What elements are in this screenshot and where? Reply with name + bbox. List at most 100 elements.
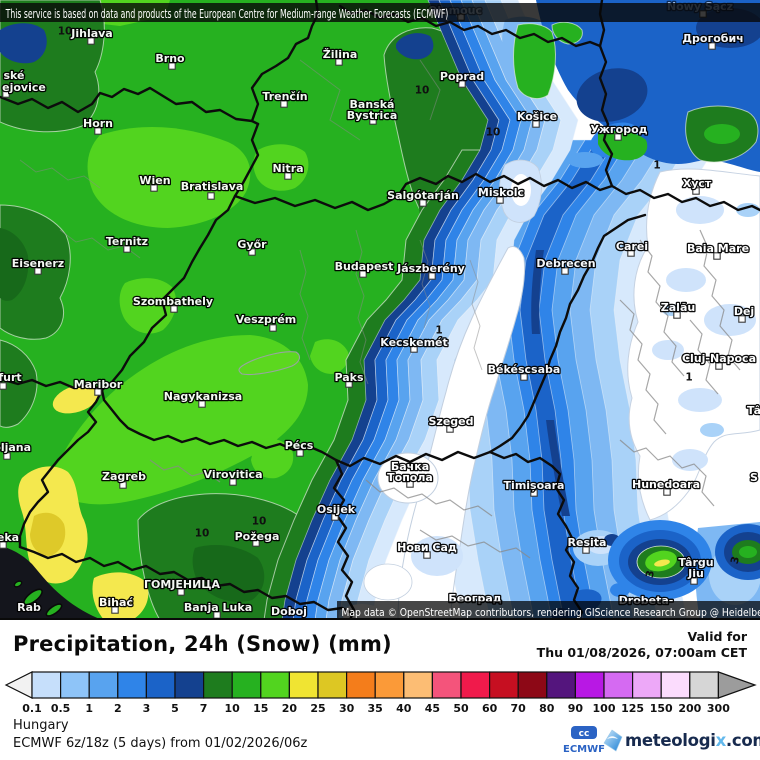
city-marker [2,90,10,98]
meteologix-logo[interactable]: meteologix.com [602,729,760,752]
contour-value-label: 10 [415,85,430,97]
city-label: Poprad [440,70,484,83]
city-marker [530,489,538,497]
city: Virovitica [202,466,264,486]
city: Zalău [659,299,697,319]
scale-tick-label: 45 [425,702,440,715]
city-label: Ужгород [590,123,647,136]
valid-for-label: Valid for [687,629,748,644]
contour-value-label: 10 [252,516,267,528]
city: Trenčín [261,89,309,108]
city-marker [520,373,528,381]
city: Бачка Топола [386,458,434,488]
city-label: Nitra [272,162,303,175]
city-label: Békéscsaba [488,363,561,376]
legend-title: Precipitation, 24h (Snow) (mm) [13,632,392,656]
city-label: Rab [17,601,41,614]
scale-box [231,671,262,699]
map-frame-line [0,618,760,620]
city-label: Paks [334,371,364,384]
city: Paks [333,369,365,388]
city-marker [738,315,746,323]
meteologix-gem-icon [603,729,623,752]
city: Poprad [439,69,485,88]
scale-tick-label: 80 [539,702,555,715]
city-label: Žilina [323,48,358,61]
scale-box [460,671,491,699]
city-marker [177,588,185,596]
city: Požega [233,528,281,547]
scale-tick-label: 1 [85,702,93,715]
city-label: Szombathely [133,295,213,308]
city: Dej [733,303,755,323]
contour-value-label: 1 [435,325,442,337]
city-label: Resita [568,536,607,549]
city-label: Bratislava [181,180,244,193]
city-marker [359,270,367,278]
city-label: Győr [237,238,267,251]
city: Zagreb [101,468,147,489]
precipitation-map[interactable]: 10 10 10 1 1 1 10 10 3 3 Jihlava Brno Žilina Poprad Д… [0,0,760,620]
scale-tick-label: 0.5 [51,702,71,715]
city: Veszprém [234,311,298,332]
city: Pécs [283,437,315,457]
scale-box [517,671,548,699]
scale-box [660,671,691,699]
city-marker [582,546,590,554]
valid-time: Thu 01/08/2026, 07:00am CET [536,645,747,660]
city-marker [419,199,427,207]
city: Banská Bystrica [345,97,399,125]
scale-tick-label: 50 [453,702,469,715]
city-label: Jászberény [396,262,465,275]
city: Rab [16,599,42,615]
city: Horn [82,116,114,135]
city-marker [198,400,206,408]
scale-box [489,671,519,699]
scale-box [603,671,634,699]
ecmwf-logo-text: ECMWF [563,744,605,755]
scale-box [431,671,462,699]
city-label: Maribor [74,378,123,391]
city-label: Jihlava [70,27,112,40]
contour-value-label: 1 [653,160,660,172]
city-label: Cluj-Napoca [682,352,756,365]
city: Nagykanizsa [163,388,243,408]
cities: Jihlava Brno Žilina Poprad Дрогобич skéejovic… [0,0,760,619]
city: Győr [236,237,268,256]
city-marker [406,480,414,488]
lake-balaton [238,351,301,376]
scale-box [145,671,176,699]
city-marker [713,252,721,260]
city: ejovice [1,80,47,98]
city-marker [369,117,377,125]
city-label: Banská Bystrica [347,98,398,122]
city-marker [446,425,454,433]
map-canvas[interactable]: 10 10 10 1 1 1 10 10 3 3 Jihlava Brno Žilina Poprad Д… [0,0,760,620]
city-label: Debrecen [536,257,595,270]
city-label: Ternitz [106,235,148,248]
city-label: Нови Сад [397,541,457,554]
city-marker [428,272,436,280]
city-label: Târgu Jiu [678,556,713,580]
city: ГОМЈЕНИЦА [143,576,222,596]
osm-attribution: Map data © OpenStreetMap contributors, r… [337,601,760,618]
city-marker [3,452,11,460]
city-label: Pécs [285,439,314,452]
city-label: Budapest [335,260,394,273]
ecmwf-logo[interactable]: cc ECMWF [563,725,605,755]
city-marker [690,577,698,585]
scale-tick-label: 15 [253,702,268,715]
city-marker [252,539,260,547]
city: Târgu Jiu [677,554,715,585]
city-marker [673,311,681,319]
city: Békéscsaba [486,361,562,381]
city-label: Brno [155,52,185,65]
scale-tick-label: 150 [650,702,673,715]
city-marker [284,172,292,180]
city-label: S [750,471,758,484]
city: Osijek [316,501,357,521]
city-label: ejovice [2,81,46,94]
city: Košice [516,109,558,128]
city-label: eka [0,531,19,544]
scale-arrow-right [717,671,757,699]
